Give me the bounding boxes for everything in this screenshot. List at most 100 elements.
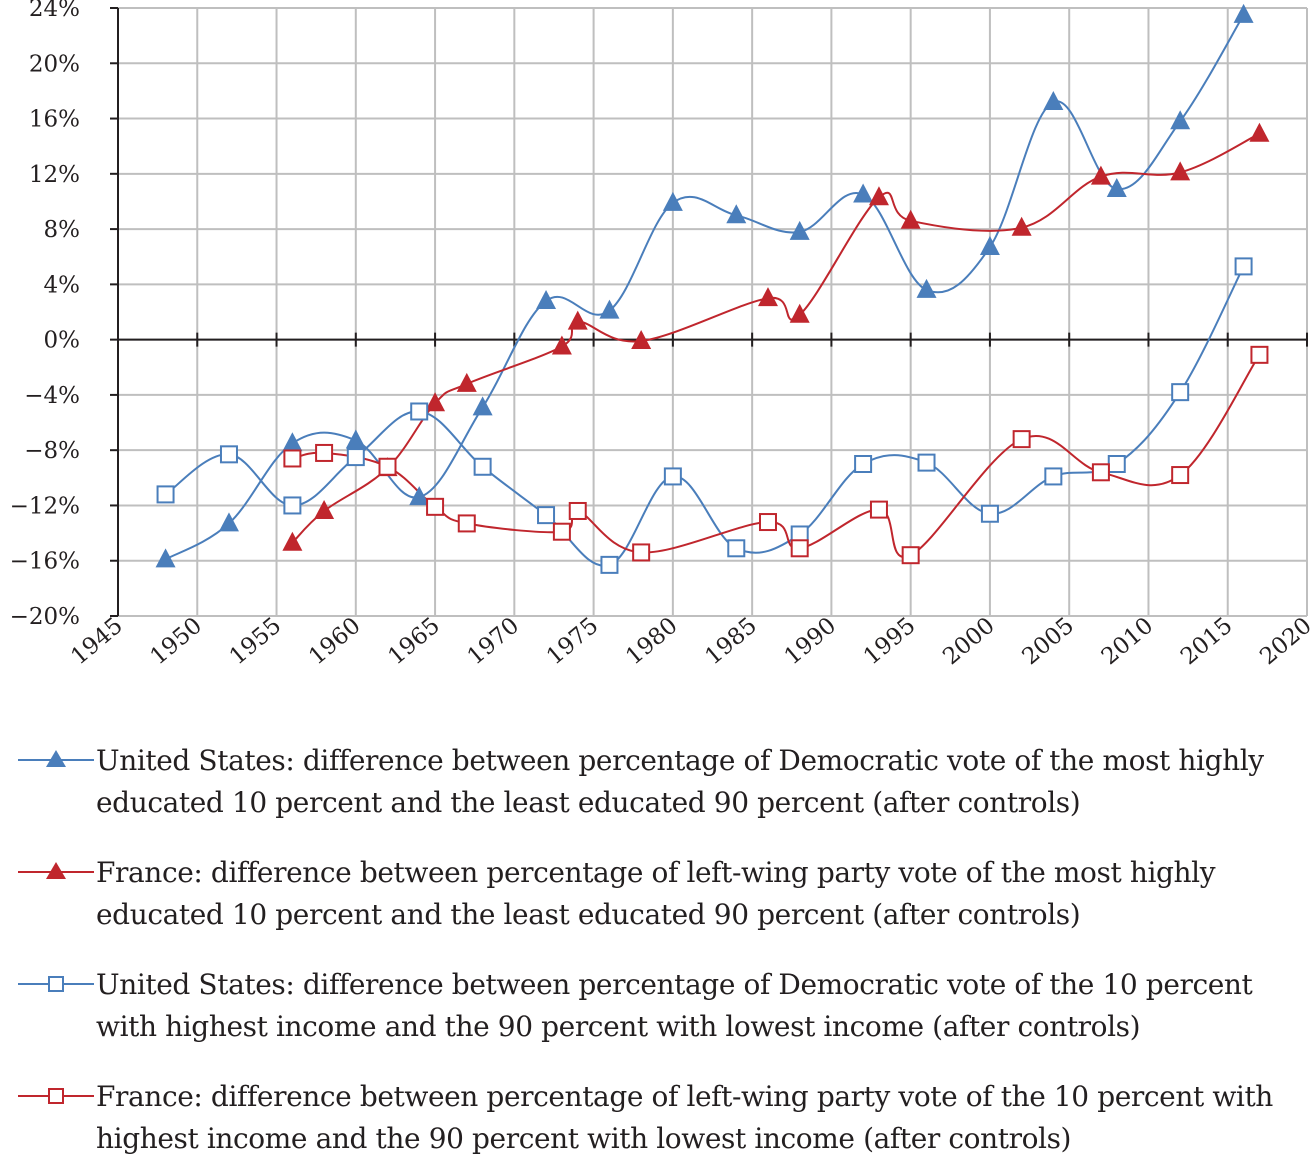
- data-point-square: [1171, 466, 1190, 485]
- data-point-triangle: [1090, 165, 1111, 185]
- data-point-square: [378, 457, 397, 476]
- y-tick-label: 16%: [29, 107, 80, 133]
- data-point-triangle: [472, 396, 493, 416]
- x-tick-label: 1965: [383, 613, 445, 671]
- filled-triangle-blue-icon: [18, 750, 94, 767]
- data-point-triangle: [789, 220, 810, 240]
- x-tick-label: 1990: [780, 613, 842, 671]
- series-lines: [164, 14, 1261, 567]
- data-point-square: [1234, 257, 1253, 276]
- data-point-square: [1107, 455, 1126, 473]
- data-point-square: [568, 501, 587, 520]
- data-point-triangle: [599, 299, 620, 319]
- data-point-triangle: [726, 204, 747, 224]
- series-line-2: [164, 265, 1245, 567]
- data-point-square: [552, 522, 571, 541]
- legend-label: United States: difference between percen…: [96, 744, 1264, 819]
- data-point-triangle: [916, 278, 937, 298]
- data-point-triangle: [567, 310, 588, 330]
- legend-item-us-education: United States: difference between percen…: [0, 730, 1310, 830]
- series-line-0: [165, 14, 1245, 561]
- legend-label: France: difference between percentage of…: [96, 1080, 1273, 1155]
- y-tick-label: −12%: [10, 493, 80, 519]
- data-point-triangle: [789, 303, 810, 323]
- data-point-triangle: [1106, 178, 1127, 198]
- data-point-square: [790, 539, 809, 558]
- x-tick-label: 2015: [1176, 613, 1238, 671]
- data-point-square: [727, 539, 746, 558]
- x-tick-label: 1985: [700, 613, 762, 671]
- x-tick-label: 1975: [542, 613, 604, 671]
- data-point-triangle: [409, 486, 430, 506]
- data-point-triangle: [456, 372, 477, 392]
- data-point-square: [426, 497, 445, 516]
- data-point-square: [1012, 430, 1031, 449]
- data-point-triangle: [1233, 3, 1254, 23]
- data-point-triangle: [1043, 90, 1064, 110]
- data-point-triangle: [1011, 216, 1032, 236]
- data-point-triangle: [631, 330, 652, 350]
- y-tick-label: 0%: [44, 328, 81, 354]
- y-tick-label: −4%: [24, 383, 80, 409]
- data-point-square: [1250, 345, 1269, 364]
- x-tick-label: 1950: [146, 613, 208, 671]
- series-markers: [155, 3, 1270, 574]
- data-point-triangle: [282, 531, 303, 551]
- x-tick-label: 2000: [938, 613, 1000, 671]
- legend-item-france-education: France: difference between percentage of…: [0, 842, 1310, 942]
- line-chart: −20%−16%−12%−8%−4%0%4%8%12%16%20%24% 194…: [10, 0, 1310, 671]
- y-tick-label: 12%: [29, 162, 80, 188]
- x-tick-label: 2005: [1017, 613, 1079, 671]
- data-point-triangle: [979, 236, 1000, 256]
- data-point-square: [457, 514, 476, 533]
- data-point-triangle: [314, 499, 335, 519]
- data-point-triangle: [853, 183, 874, 203]
- data-point-square: [156, 485, 175, 504]
- data-point-square: [600, 555, 619, 574]
- legend-item-us-income: United States: difference between percen…: [0, 954, 1310, 1054]
- data-point-triangle: [425, 392, 446, 412]
- data-point-square: [901, 546, 920, 565]
- x-axis-tick-labels: 1945 1950 1955 1960 1965 1970 1975 1980 1985 1990…: [66, 613, 1310, 671]
- y-tick-label: 20%: [29, 51, 80, 77]
- y-tick-label: −20%: [10, 604, 80, 630]
- data-point-square: [917, 453, 936, 472]
- data-point-square: [980, 504, 999, 523]
- data-point-square: [758, 513, 777, 532]
- data-point-square: [219, 445, 238, 464]
- legend-label: United States: difference between percen…: [96, 968, 1253, 1043]
- data-point-square: [473, 457, 492, 476]
- data-point-triangle: [868, 186, 889, 206]
- data-point-square: [537, 506, 556, 525]
- data-point-triangle: [1249, 122, 1270, 142]
- x-tick-label: 1995: [859, 613, 921, 671]
- y-tick-label: −16%: [10, 549, 80, 575]
- data-point-square: [346, 448, 365, 467]
- data-point-triangle: [282, 432, 303, 452]
- grid-lines: [117, 7, 1308, 617]
- data-point-square: [410, 402, 429, 421]
- data-point-triangle: [536, 289, 557, 309]
- data-point-triangle: [551, 335, 572, 355]
- y-tick-label: 4%: [44, 272, 81, 298]
- data-point-square: [1044, 467, 1063, 486]
- filled-triangle-red-icon: [18, 862, 94, 879]
- y-axis-tick-labels: −20% −16% −12% −8% −4% 0% 4% 8% 12% 16% 20% 24%: [10, 0, 80, 630]
- y-tick-label: −8%: [24, 438, 80, 464]
- hollow-square-red-icon: [18, 1088, 94, 1104]
- legend-label: France: difference between percentage of…: [96, 856, 1216, 931]
- data-point-square: [663, 467, 682, 486]
- data-point-triangle: [662, 191, 683, 211]
- data-point-square: [854, 455, 873, 473]
- x-tick-label: 1970: [463, 613, 525, 671]
- data-point-square: [869, 500, 888, 519]
- data-point-square: [283, 449, 302, 468]
- data-point-triangle: [1170, 161, 1191, 181]
- x-tick-label: 2020: [1255, 613, 1310, 671]
- data-point-triangle: [345, 429, 366, 449]
- axes: [110, 7, 1308, 617]
- data-point-square: [283, 496, 302, 515]
- y-tick-label: 8%: [44, 217, 81, 243]
- x-tick-label: 1980: [621, 613, 683, 671]
- x-tick-label: 1960: [304, 613, 366, 671]
